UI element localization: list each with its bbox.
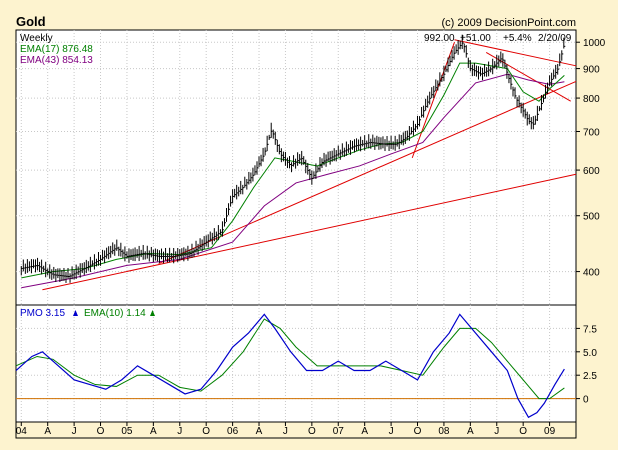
price-bars (20, 34, 566, 283)
pmo-legend: PMO 3.15 EMA(10) 1.14 (20, 308, 155, 319)
y-tick-label: 600 (583, 166, 600, 177)
pmo-line (15, 313, 565, 419)
x-tick-label: 04 (16, 426, 28, 437)
last-pct-change: +5.4% (503, 33, 532, 44)
x-tick-label: J (177, 426, 182, 437)
last-change: +51.00 (460, 33, 491, 44)
y-tick-label: 900 (583, 65, 600, 76)
copyright-text: (c) 2009 DecisionPoint.com (441, 17, 576, 29)
x-tick-label: 09 (544, 426, 556, 437)
x-tick-label: O (97, 426, 105, 437)
legend-pmo-ema10: EMA(10) 1.14 (84, 308, 146, 319)
pmo-panel (15, 304, 577, 423)
x-tick-label: 08 (438, 426, 450, 437)
chart-title: Gold (16, 14, 46, 29)
x-tick-label: 05 (121, 426, 133, 437)
legend-ema17: EMA(17) 876.48 (20, 44, 93, 55)
x-tick-label: A (467, 426, 474, 437)
trendlines (42, 39, 577, 291)
y-tick-label: 700 (583, 127, 600, 138)
legend-ema43: EMA(43) 854.13 (20, 55, 93, 66)
x-tick-label: A (256, 426, 263, 437)
y-tick-label: 5.0 (583, 348, 597, 359)
trendline (411, 42, 455, 159)
x-tick-label: O (308, 426, 316, 437)
y-tick-label: 800 (583, 94, 600, 105)
x-axis-band (15, 421, 577, 439)
x-tick-label: O (414, 426, 422, 437)
x-tick-label: J (72, 426, 77, 437)
x-tick-label: O (202, 426, 210, 437)
period-label: Weekly (20, 33, 53, 44)
x-tick-label: O (519, 426, 527, 437)
y-tick-label: 1000 (583, 38, 606, 49)
up-arrow-icon (73, 310, 78, 316)
x-tick-label: A (44, 426, 51, 437)
legend-pmo: PMO 3.15 (20, 308, 65, 319)
x-tick-label: J (494, 426, 499, 437)
trendline (158, 80, 577, 265)
x-tick-label: J (283, 426, 288, 437)
pmo-y-axis: 0 2.5 5.0 7.5 (576, 324, 597, 406)
last-close: 992.00 (424, 33, 455, 44)
x-tick-label: 07 (333, 426, 345, 437)
x-tick-label: 06 (227, 426, 239, 437)
trendline (42, 173, 577, 291)
last-date: 2/20/09 (538, 33, 572, 44)
last-values: 992.00 +51.00 +5.4% 2/20/09 (424, 33, 572, 44)
y-tick-label: 2.5 (583, 371, 597, 382)
price-y-axis: 400 500 600 700 800 900 1000 (576, 38, 606, 279)
ema43-line (21, 73, 565, 289)
trendline (454, 39, 577, 67)
price-grid (16, 30, 576, 305)
x-tick-label: A (361, 426, 368, 437)
y-tick-label: 0 (583, 395, 589, 406)
up-arrow-icon (150, 310, 155, 316)
pmo-ema10-line (15, 318, 565, 400)
x-tick-label: J (389, 426, 394, 437)
x-tick-label: A (150, 426, 157, 437)
y-tick-label: 500 (583, 212, 600, 223)
x-axis: 04 A J O 05 A J O 06 A J O 07 A J O 08 A J O 09 (16, 422, 556, 437)
y-tick-label: 7.5 (583, 324, 597, 335)
y-tick-label: 400 (583, 268, 600, 279)
